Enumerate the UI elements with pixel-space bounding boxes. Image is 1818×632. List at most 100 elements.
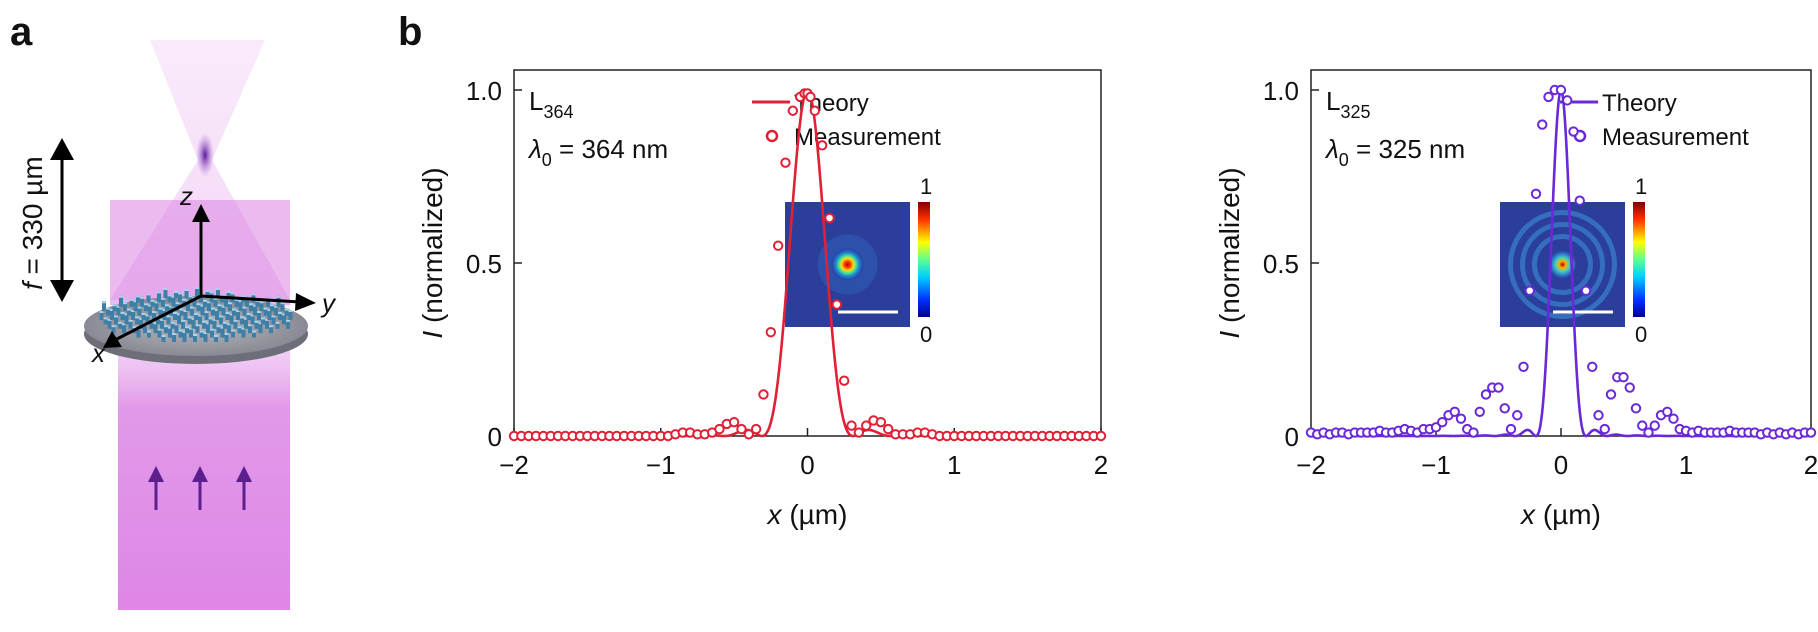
nanopillar — [278, 312, 282, 320]
nanopillar — [193, 334, 197, 342]
focal-length-value: = 330 µm — [17, 156, 48, 282]
y-axis-unit: (normalized) — [417, 167, 448, 330]
nanopillar-top — [129, 298, 134, 301]
nanopillar-top — [183, 310, 188, 312]
nanopillar-top — [182, 298, 186, 301]
nanopillar — [185, 326, 189, 334]
nanopillar-top — [185, 326, 189, 329]
nanopillar-top — [158, 307, 163, 310]
nanopillar — [245, 296, 249, 307]
inset-focal-spot — [831, 248, 864, 281]
lens-name-subscript: 364 — [543, 102, 573, 122]
nanopillar-top — [162, 309, 167, 311]
nanopillar — [144, 303, 148, 312]
nanopillar-top — [146, 293, 151, 296]
nanopillar — [168, 326, 172, 338]
nanopillar-top — [178, 329, 183, 332]
nanopillar-top — [195, 287, 199, 289]
y-axis-variable: I — [417, 331, 448, 339]
nanopillar-top — [220, 326, 225, 329]
nanopillar-top — [284, 308, 289, 311]
nanopillar — [188, 295, 193, 303]
measurement-point — [1637, 420, 1648, 431]
nanopillar-top — [280, 302, 285, 305]
nanopillar — [147, 330, 151, 338]
nanopillar — [242, 306, 247, 316]
metalens-disk — [84, 287, 308, 364]
nanopillar — [194, 313, 198, 320]
x-tick-label: −2 — [1296, 450, 1326, 480]
nanopillar-top — [120, 312, 125, 314]
legend-theory-label: Theory — [1602, 90, 1677, 117]
nanopillar-top — [241, 327, 246, 330]
nanopillar-top — [128, 319, 133, 322]
nanopillar-top — [259, 301, 264, 304]
nanopillar — [233, 319, 238, 329]
nanopillar-top — [241, 295, 245, 298]
measurement-point — [1605, 389, 1617, 400]
x-tick-label: 1 — [1679, 450, 1693, 480]
nanopillar-top — [168, 326, 172, 329]
nanopillar — [253, 304, 257, 316]
measurement-point — [824, 212, 835, 224]
nanopillar-top — [288, 310, 293, 312]
nanopillar-top — [161, 335, 166, 337]
nanopillar — [215, 309, 219, 320]
nanopillar-top — [163, 288, 168, 290]
nanopillar — [229, 313, 234, 325]
nanopillar — [224, 333, 229, 342]
nanopillar — [157, 291, 161, 303]
measurement-point — [805, 91, 816, 103]
nanopillar — [149, 320, 154, 329]
nanopillar-top — [136, 295, 140, 298]
x-axis-title: x (µm) — [1519, 499, 1601, 530]
nanopillar — [170, 321, 175, 329]
nanopillar — [174, 323, 179, 334]
nanopillar-top — [123, 302, 127, 305]
measurement-point — [772, 240, 784, 251]
nanopillar — [255, 299, 260, 307]
nanopillar-top — [219, 315, 223, 318]
x-axis-title: x (µm) — [766, 499, 848, 530]
nanopillar — [150, 299, 155, 307]
nanopillar — [118, 321, 122, 329]
nanopillar — [208, 317, 213, 325]
x-axis-unit: (µm) — [1535, 499, 1601, 530]
x-tick-label: 0 — [1554, 450, 1568, 480]
nanopillar-top — [179, 308, 184, 311]
nanopillar-top — [148, 304, 152, 307]
nanopillar — [166, 315, 171, 325]
nanopillar — [136, 327, 141, 338]
nanopillar — [216, 288, 220, 298]
nanopillar — [129, 298, 134, 307]
nanopillar — [173, 312, 177, 320]
lens-name: L325 — [1326, 86, 1371, 122]
nanopillar-top — [166, 315, 171, 318]
nanopillar-top — [251, 293, 256, 296]
nanopillar-top — [175, 302, 180, 305]
nanopillar — [111, 325, 116, 334]
nanopillar — [136, 295, 140, 303]
nanopillar-top — [99, 311, 104, 313]
nanopillar — [167, 294, 172, 303]
nanopillar — [226, 291, 231, 298]
nanopillar — [286, 319, 290, 329]
nanopillar-top — [153, 322, 158, 325]
nanopillar — [124, 313, 129, 325]
measurement-point — [1624, 382, 1635, 393]
measurement-point — [1480, 389, 1492, 400]
inset-ring — [1532, 234, 1593, 295]
axis-y-label: y — [320, 288, 337, 318]
nanopillar — [240, 316, 244, 325]
nanopillar — [158, 307, 163, 316]
measurement-point — [1580, 285, 1592, 296]
nanopillar — [219, 315, 223, 325]
measurement-point — [1593, 410, 1604, 421]
x-tick-label: −2 — [499, 450, 529, 480]
x-tick-label: −1 — [646, 450, 676, 480]
nanopillar — [216, 325, 221, 334]
nanopillar — [217, 304, 222, 312]
nanopillar — [189, 327, 193, 338]
x-tick-label: 0 — [800, 450, 814, 480]
